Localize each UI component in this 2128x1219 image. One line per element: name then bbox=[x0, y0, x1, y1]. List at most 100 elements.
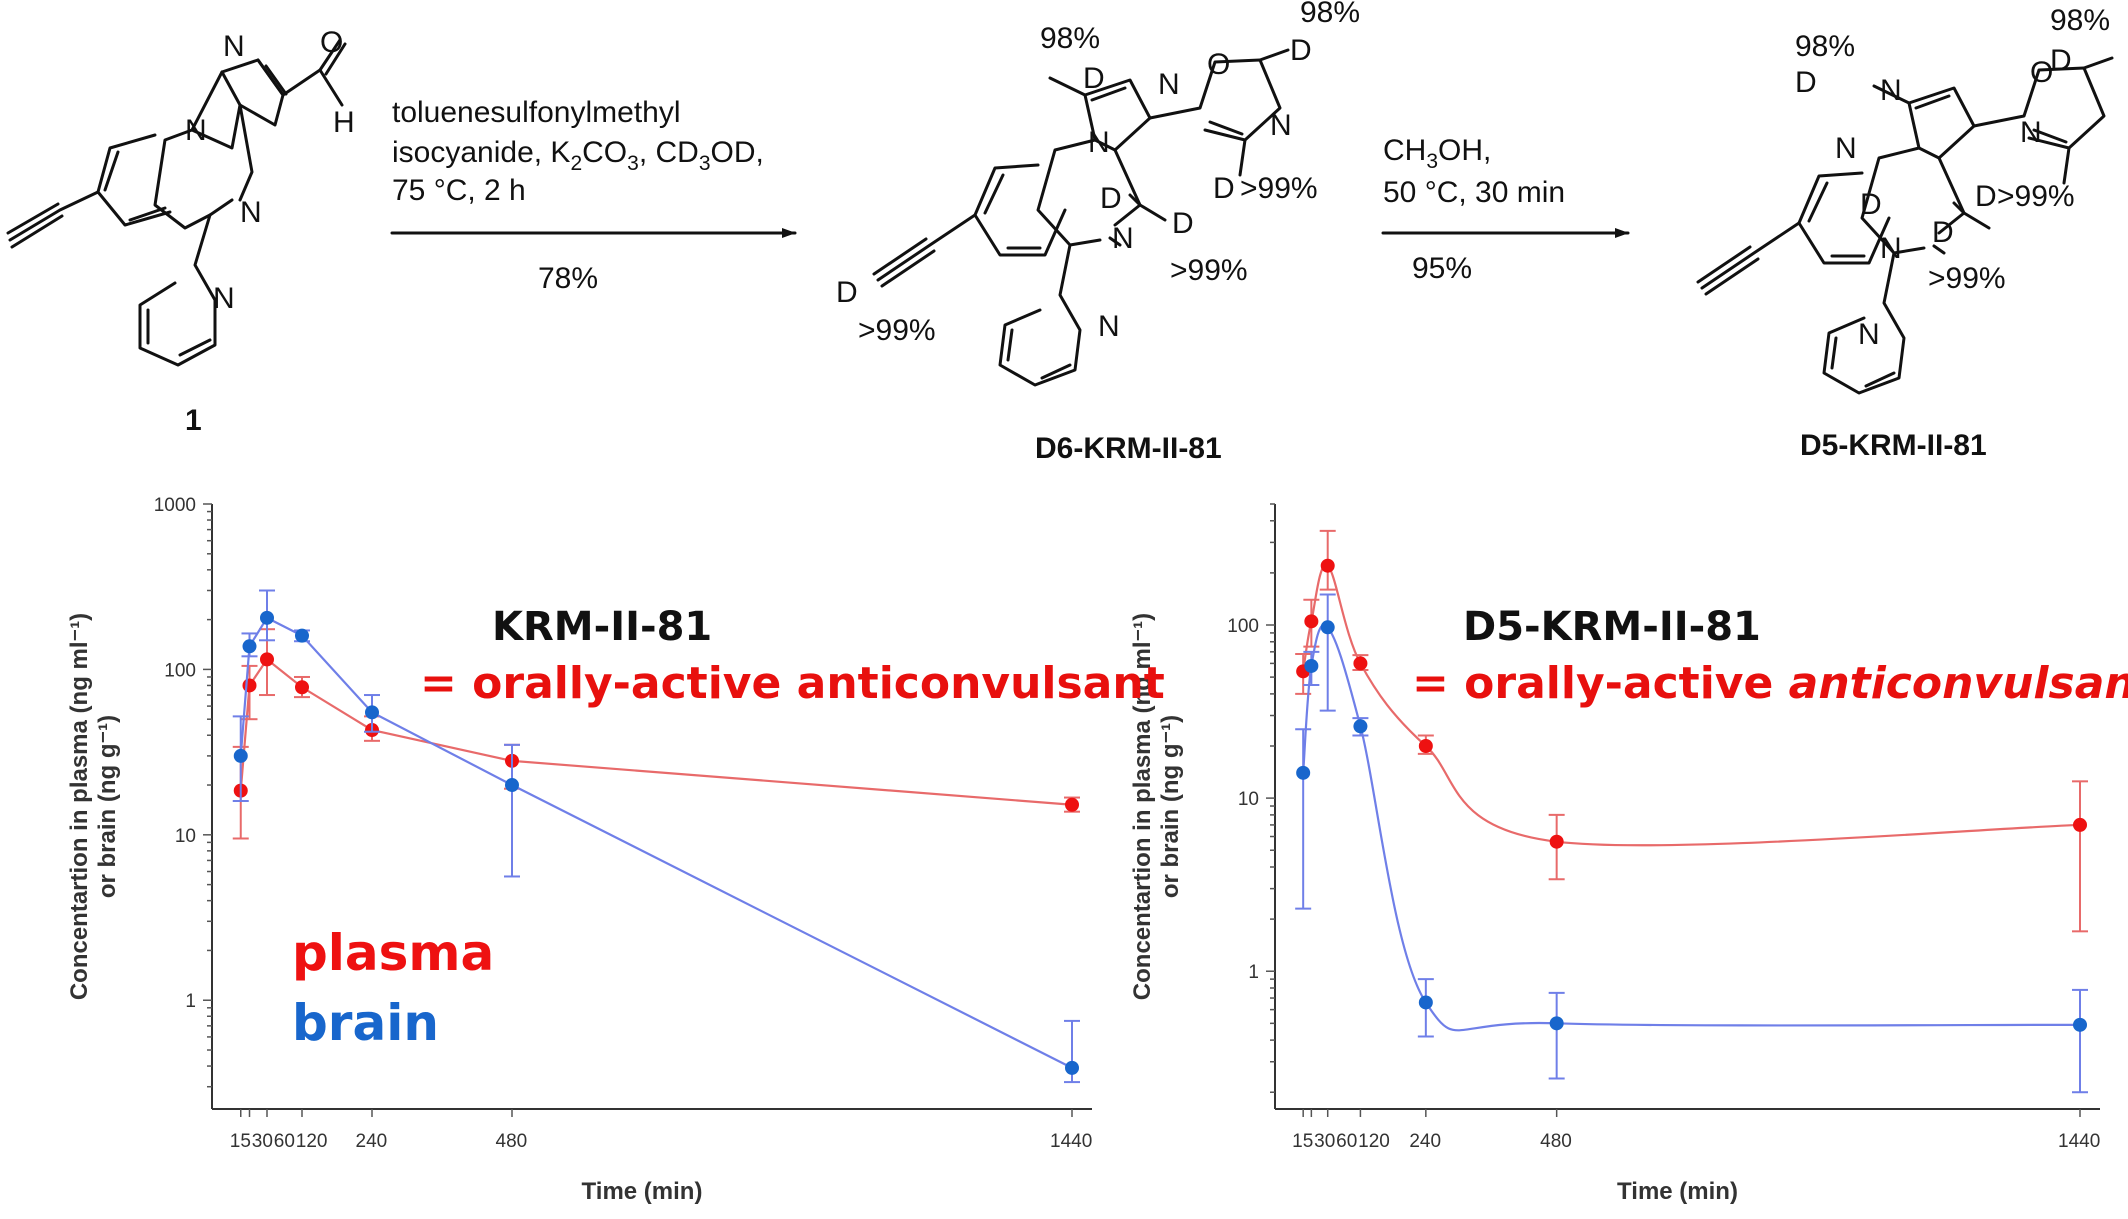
plasma-data-point bbox=[242, 678, 257, 693]
x-tick-label: 120 bbox=[296, 1131, 328, 1152]
d5-d-ox: D bbox=[2050, 44, 2072, 77]
d5-label: D5-KRM-II-81 bbox=[1800, 429, 1987, 462]
y-axis-title-line2: or brain (ng g⁻¹) bbox=[94, 715, 121, 898]
brain-data-point bbox=[365, 705, 379, 720]
brain-data-point bbox=[1418, 995, 1433, 1010]
compound1-n-diaz: N bbox=[240, 196, 262, 229]
d6-d-ox: D bbox=[1290, 34, 1312, 67]
d6-label: D6-KRM-II-81 bbox=[1035, 432, 1222, 465]
brain-data-point bbox=[1065, 1060, 1079, 1075]
compound1-h: H bbox=[333, 106, 355, 139]
plasma-data-point bbox=[1549, 834, 1564, 849]
d5-n-imid: N bbox=[1880, 74, 1902, 107]
y-tick-label: 10 bbox=[175, 826, 196, 847]
x-axis-title: Time (min) bbox=[1617, 1178, 1738, 1205]
x-tick-label: 30 bbox=[1314, 1131, 1335, 1152]
brain-data-point bbox=[1549, 1016, 1564, 1031]
d6-d-ox-pct: 98% bbox=[1300, 0, 1360, 29]
y-tick-label: 1 bbox=[1248, 962, 1259, 983]
x-tick-label: 240 bbox=[356, 1131, 388, 1152]
x-tick-label: 60 bbox=[274, 1131, 295, 1152]
d6-d-ch2-pct: >99% bbox=[1170, 254, 1248, 287]
brain-data-point bbox=[242, 639, 257, 654]
d5-d-ch2-a: D bbox=[1860, 188, 1882, 221]
d5-n-ox: N bbox=[2020, 116, 2042, 149]
d5-o-ox: O bbox=[2030, 56, 2053, 89]
y-tick-label: 100 bbox=[1227, 616, 1259, 637]
step2-reagent-line1: CH3OH, bbox=[1383, 134, 1491, 173]
chart-d5-krm-ii-81: 1 10 100 15 30 60 120 240 480 1440 Time (min) Conce… bbox=[1129, 503, 2100, 1205]
step1-reagent-line1: toluenesulfonylmethyl bbox=[392, 96, 681, 129]
d6-n-diaz: N bbox=[1112, 222, 1134, 255]
d6-d-ch2-b: D bbox=[1172, 207, 1194, 240]
compound1-label: 1 bbox=[185, 404, 202, 437]
y-tick-label: 10 bbox=[1238, 789, 1259, 810]
plasma-data-point bbox=[1353, 656, 1368, 671]
x-tick-label: 120 bbox=[1358, 1131, 1390, 1152]
d5-n-ring: N bbox=[1835, 132, 1857, 165]
x-tick-label: 60 bbox=[1336, 1131, 1357, 1152]
step2-reagent-line2: 50 °C, 30 min bbox=[1383, 176, 1565, 209]
chart-left-subtitle: = orally-active anticonvulsant bbox=[420, 658, 1165, 709]
brain-data-point bbox=[295, 628, 309, 643]
x-tick-label: 480 bbox=[496, 1131, 528, 1152]
d6-o-ox: O bbox=[1207, 48, 1230, 81]
compound-1-structure bbox=[6, 38, 347, 367]
compound1-n-pyr: N bbox=[213, 282, 235, 315]
plasma-data-point bbox=[1065, 797, 1079, 812]
y-axis-title-line1: Concentartion in plasma (ng ml⁻¹) bbox=[66, 613, 93, 1000]
x-tick-label: 1440 bbox=[1050, 1131, 1092, 1152]
d6-d-alkyne-pct: >99% bbox=[858, 314, 936, 347]
d6-n-pyr: N bbox=[1098, 310, 1120, 343]
brain-data-point bbox=[1296, 765, 1311, 780]
d6-d-ox5-pct: >99% bbox=[1240, 172, 1318, 205]
d6-d-imid: D bbox=[1083, 62, 1105, 95]
plasma-data-point bbox=[1304, 614, 1319, 629]
d6-n-ox: N bbox=[1270, 109, 1292, 142]
plasma-data-point bbox=[1320, 558, 1335, 573]
d5-n-pyr: N bbox=[1858, 318, 1880, 351]
d5-d-ch2-b: D bbox=[1932, 216, 1954, 249]
d6-n-ring: N bbox=[1088, 126, 1110, 159]
d6-d-ox5: D bbox=[1213, 172, 1235, 205]
step1-reagent-line2: isocyanide, K2CO3, CD3OD, bbox=[392, 136, 764, 175]
brain-data-point bbox=[260, 610, 274, 625]
brain-data-point bbox=[1304, 658, 1319, 673]
d5-d-ox5-pct: >99% bbox=[1997, 180, 2075, 213]
y-axis-title-line1: Concentartion in plasma (ng ml⁻¹) bbox=[1129, 613, 1156, 1000]
chart-right-title: D5-KRM-II-81 bbox=[1463, 604, 1761, 650]
d6-n-imid: N bbox=[1158, 68, 1180, 101]
d5-d-imid: D bbox=[1795, 66, 1817, 99]
brain-data-point bbox=[2073, 1017, 2087, 1032]
d6-d-imid-pct: 98% bbox=[1040, 22, 1100, 55]
brain-data-point bbox=[1353, 719, 1368, 734]
d6-d-alkyne: D bbox=[836, 276, 858, 309]
plasma-series-line bbox=[1302, 564, 2081, 847]
x-tick-label: 480 bbox=[1540, 1131, 1572, 1152]
x-axis-title: Time (min) bbox=[582, 1178, 703, 1205]
compound1-n-ring: N bbox=[185, 114, 207, 147]
brain-data-point bbox=[1320, 620, 1335, 635]
d6-d-ch2-a: D bbox=[1100, 182, 1122, 215]
plasma-data-point bbox=[1418, 739, 1433, 753]
brain-data-point bbox=[233, 748, 248, 763]
brain-data-point bbox=[505, 778, 519, 793]
reaction-scheme: N O H N N N 1 toluenesulfonylmethyl isoc… bbox=[6, 0, 2114, 465]
x-tick-label: 15 bbox=[230, 1131, 251, 1152]
x-tick-label: 1440 bbox=[2058, 1131, 2100, 1152]
plasma-data-point bbox=[2073, 817, 2087, 832]
step1-yield: 78% bbox=[538, 262, 598, 295]
y-axis-title-line2: or brain (ng g⁻¹) bbox=[1157, 715, 1184, 898]
step1-reagent-line3: 75 °C, 2 h bbox=[392, 174, 526, 207]
chart-krm-ii-81: 1 10 100 1000 15 30 60 120 240 480 1440 Time (min) C… bbox=[66, 495, 1092, 1205]
x-tick-label: 30 bbox=[252, 1131, 273, 1152]
compound1-n-imid: N bbox=[223, 30, 245, 63]
d5-structure bbox=[1696, 56, 2114, 395]
d5-d-imid-pct: 98% bbox=[1795, 30, 1855, 63]
plasma-data-point bbox=[260, 652, 274, 667]
d5-d-ox-pct: 98% bbox=[2050, 4, 2110, 37]
plasma-data-point bbox=[295, 680, 309, 695]
y-tick-label: 100 bbox=[164, 660, 196, 681]
d5-d-ch2-pct: >99% bbox=[1928, 262, 2006, 295]
